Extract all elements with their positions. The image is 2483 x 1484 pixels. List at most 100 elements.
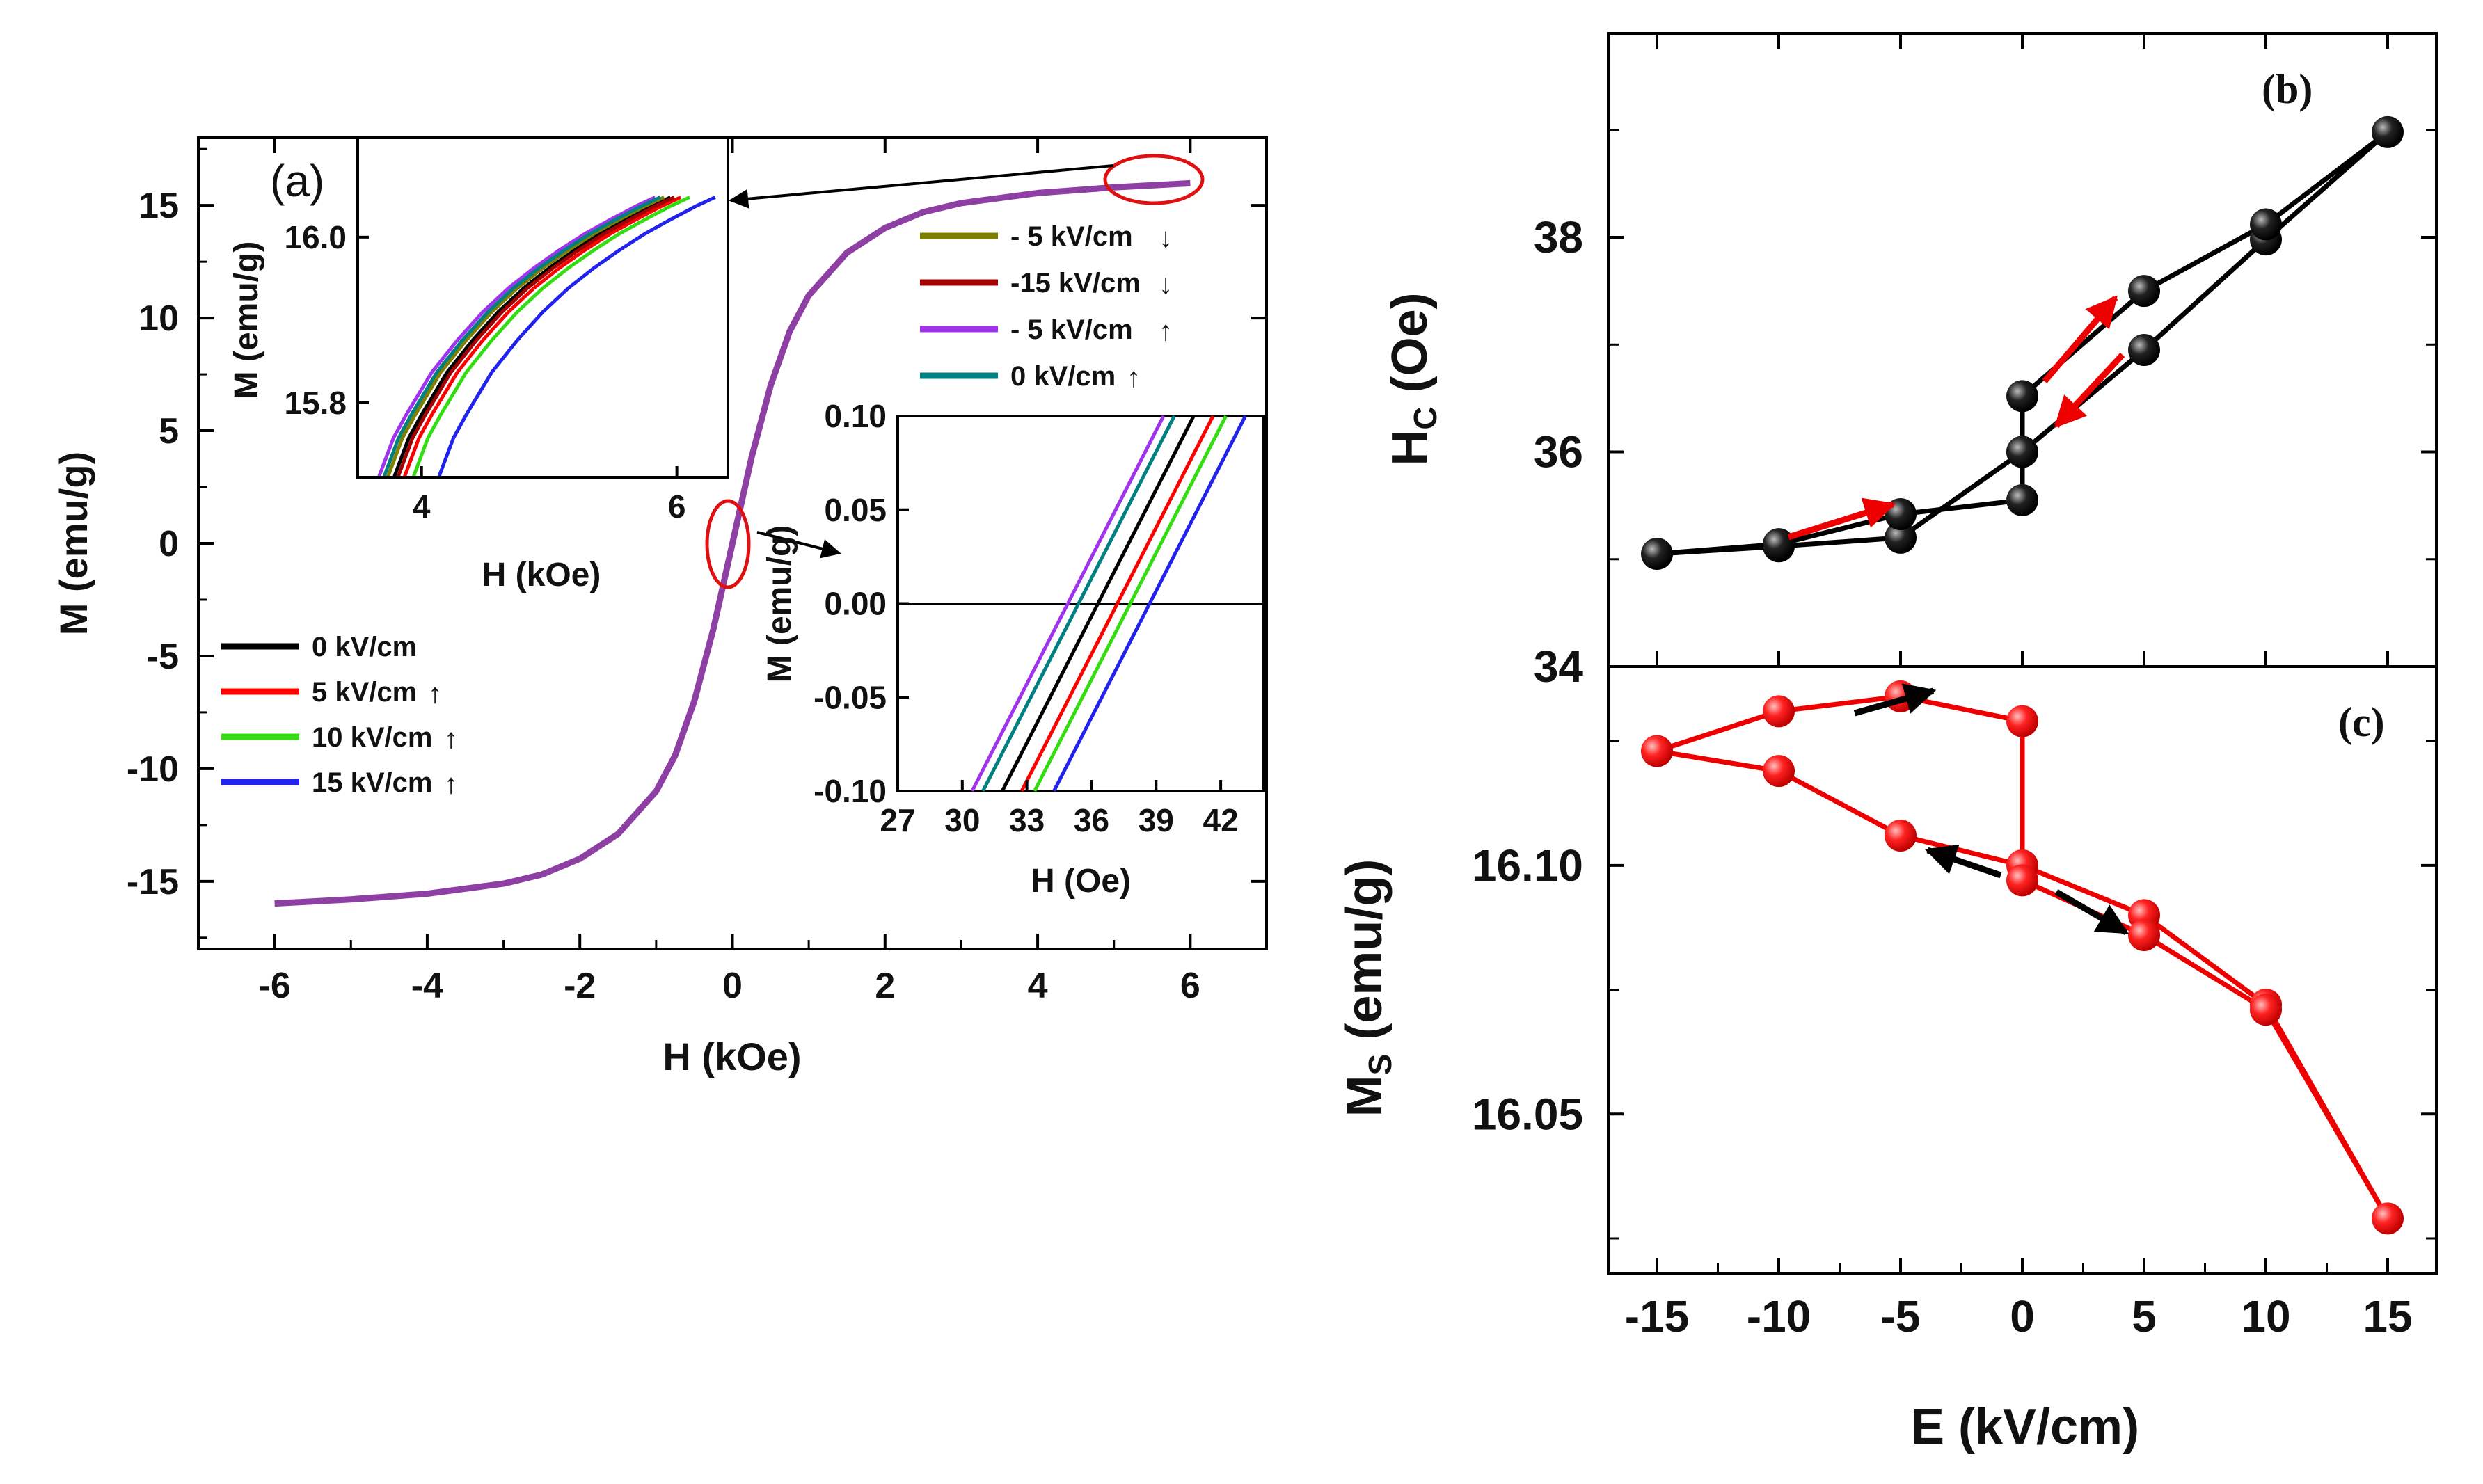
x-tick-label: -6 [259, 966, 291, 1006]
legend-label: 5 kV/cm [312, 677, 417, 708]
ms-arrow-3 [2054, 889, 2129, 935]
x-tick-label: 39 [1139, 802, 1174, 838]
inset-bottom-series-line [981, 415, 1176, 792]
panel-b-y-ticks: 38 36 34 [1534, 129, 2436, 692]
saturation-point [2250, 994, 2282, 1026]
inset-bottom-y-ticks: 0.10 0.05 0.00 -0.05 -0.10 [814, 398, 909, 809]
x-tick-label: -10 [1747, 1291, 1811, 1341]
legend-top: - 5 kV/cm ↓ -15 kV/cm ↓ - 5 kV/cm ↑ 0 kV/cm ↑ [920, 221, 1173, 393]
legend-bottom: 0 kV/cm 5 kV/cm ↑ 10 kV/cm ↑ 15 kV/cm ↑ [221, 632, 458, 799]
panel-b-frame [1607, 32, 2438, 668]
coercivity-point [1885, 521, 1917, 554]
x-tick-label: 4 [413, 488, 431, 525]
legend-arrow: ↑ [444, 724, 458, 754]
panel-c-x-ticks: -15 -10 -5 0 5 10 15 [1625, 1258, 2413, 1341]
x-tick-label: -15 [1625, 1291, 1690, 1341]
inset-top-curves [377, 196, 716, 476]
legend-arrow: ↑ [1159, 316, 1173, 346]
x-tick-label: 0 [2010, 1291, 2035, 1341]
saturation-point [2006, 864, 2038, 897]
inset-bottom-series-line [970, 415, 1166, 792]
inset-bottom-series-line [1001, 415, 1196, 792]
inset-top-series-line [437, 196, 716, 476]
y-tick-label: 34 [1534, 641, 1584, 692]
legend-arrow: ↓ [1159, 223, 1173, 253]
inset-top-series-line [403, 196, 682, 476]
origin-highlight-ellipse [705, 499, 751, 589]
y-tick-label: -15 [127, 862, 179, 902]
x-tick-label: 30 [944, 802, 980, 838]
saturation-point [2372, 1202, 2404, 1235]
x-tick-label: 15 [2363, 1291, 2412, 1341]
legend-label: 0 kV/cm [312, 632, 417, 662]
y-tick-label: 16.05 [1472, 1089, 1583, 1139]
x-tick-label: -4 [411, 966, 443, 1006]
panel-c-label: (c) [2338, 699, 2385, 745]
x-tick-label: 36 [1074, 802, 1109, 838]
y-tick-label: 16.10 [1472, 840, 1583, 891]
coercivity-points [1641, 115, 2404, 571]
legend-label: 10 kV/cm [312, 722, 432, 753]
coercivity-point [2006, 484, 2038, 516]
ms-arrow-2 [1924, 844, 2002, 879]
y-tick-label: 10 [138, 298, 179, 339]
saturation-point [2128, 918, 2160, 951]
coercivity-point [1641, 538, 1673, 571]
y-tick-label: 15.8 [284, 385, 347, 421]
y-tick-label: 0.05 [824, 492, 887, 528]
y-tick-label: 36 [1534, 427, 1583, 477]
inset-top-series-line [412, 196, 691, 476]
y-tick-label: -5 [147, 637, 179, 677]
x-tick-label: 4 [1028, 966, 1048, 1006]
x-tick-label: 6 [1180, 966, 1200, 1006]
inset-bottom-series-line [1052, 415, 1247, 792]
y-tick-label: -10 [127, 749, 179, 790]
panel-a-label: (a) [270, 156, 324, 206]
inset-top-y-ticks: 16.0 15.8 [284, 219, 369, 421]
x-tick-label: 2 [875, 966, 895, 1006]
panel-b-x-ticks [1656, 33, 2389, 667]
x-tick-label: 10 [2241, 1291, 2290, 1341]
panel-c-x-label: E (kV/cm) [1911, 1399, 2139, 1455]
hc-arrow-2 [2042, 295, 2118, 383]
y-tick-label: 16.0 [284, 219, 347, 255]
hc-arrow-1 [1787, 497, 1896, 541]
panel-b-y-label: HC (Oe) [1382, 292, 1443, 465]
hc-arrow-3 [2054, 352, 2125, 429]
saturation-point [1641, 735, 1673, 767]
legend-arrow: ↑ [428, 678, 442, 709]
legend-label: -15 kV/cm [1010, 268, 1141, 298]
coercivity-point [2250, 208, 2282, 241]
y-tick-label: 0 [159, 524, 179, 564]
panel-a-y-label: M (emu/g) [51, 452, 95, 635]
coercivity-point [2372, 115, 2404, 148]
panel-c-y-ticks: 16.10 16.05 [1472, 740, 2436, 1240]
coercivity-point [2006, 436, 2038, 468]
inset-bottom-x-label: H (Oe) [1031, 863, 1131, 900]
legend-label: 15 kV/cm [312, 767, 432, 798]
x-tick-label: 27 [880, 802, 915, 838]
coercivity-point [2128, 275, 2160, 308]
inset-top-series-line [377, 196, 656, 476]
x-tick-label: -5 [1881, 1291, 1921, 1341]
y-tick-label: -0.10 [814, 773, 887, 809]
inset-bottom-series-line [1033, 415, 1228, 792]
coercivity-point [1763, 528, 1795, 561]
y-tick-label: -0.05 [814, 679, 887, 715]
y-tick-label: 0.10 [824, 398, 887, 434]
inset-bottom-series-line [1020, 415, 1215, 792]
legend-arrow: ↑ [444, 769, 458, 799]
x-tick-label: 42 [1203, 802, 1239, 838]
y-tick-label: 15 [138, 186, 179, 226]
legend-label: 0 kV/cm [1010, 361, 1116, 392]
inset-top-series-line [386, 196, 665, 476]
y-tick-label: 38 [1534, 212, 1583, 262]
panel-a-x-label: H (kOe) [663, 1035, 801, 1078]
panel-b-label: (b) [2262, 66, 2313, 112]
inset-bottom-curves [898, 415, 1264, 792]
inset-bottom-x-ticks: 27 30 33 36 39 42 [880, 780, 1239, 838]
x-tick-label: 0 [722, 966, 743, 1006]
